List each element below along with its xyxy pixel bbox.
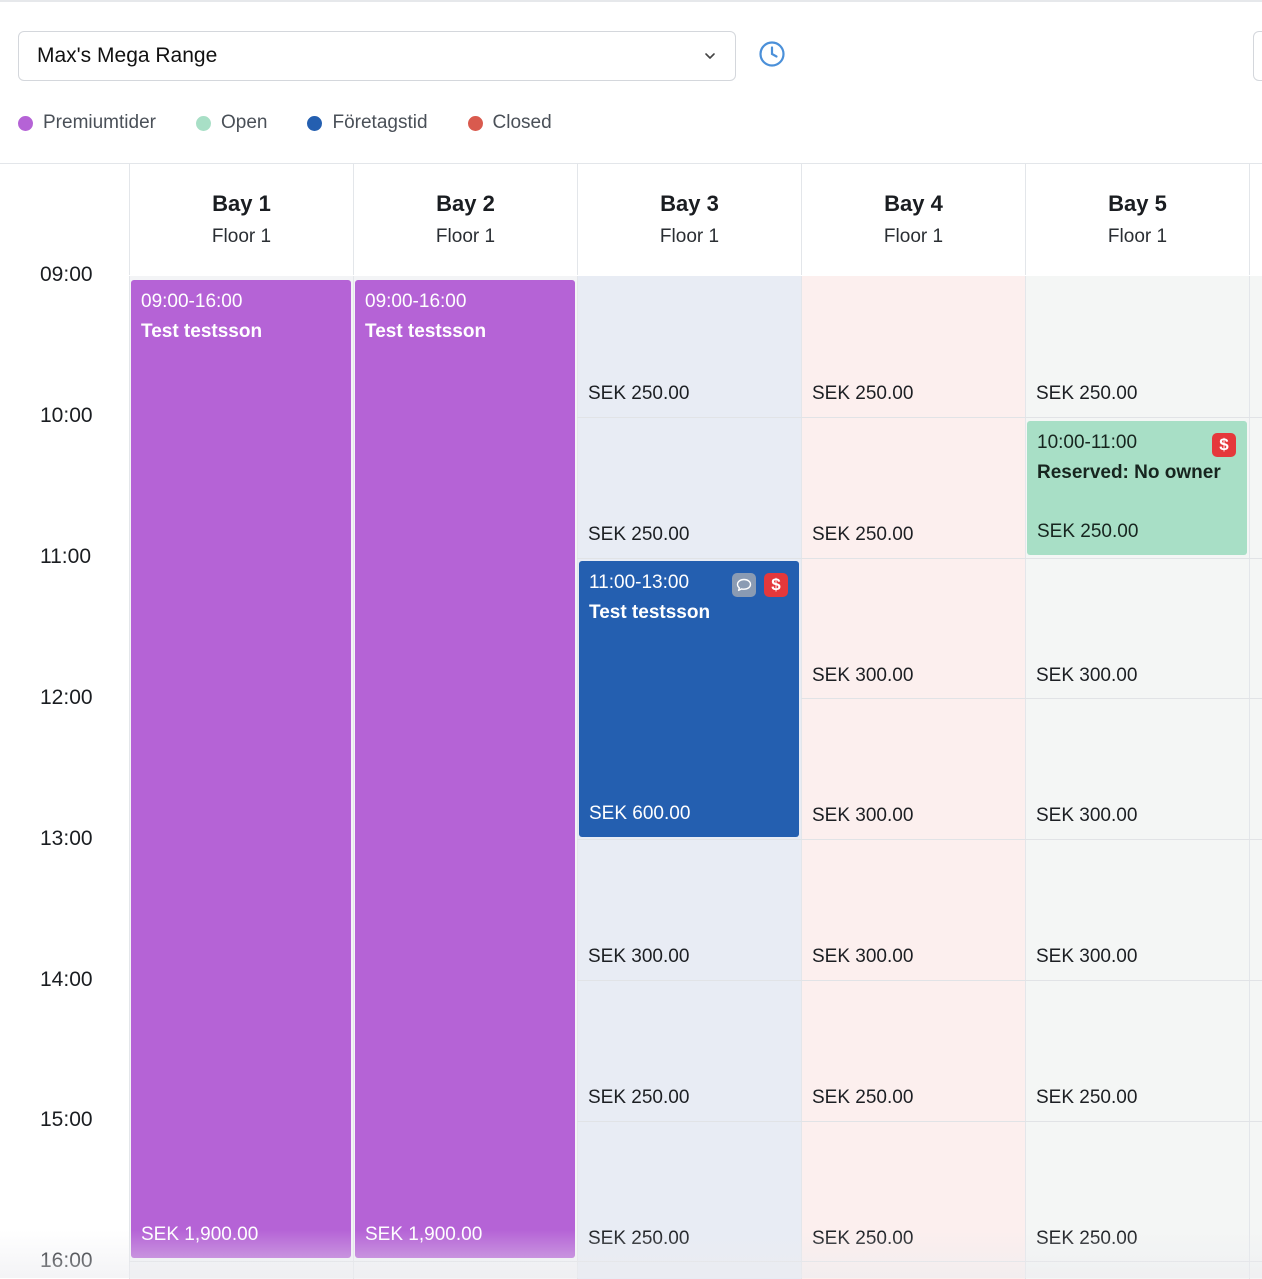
legend-item-closed: Closed — [467, 112, 552, 134]
bay-floor: Floor 1 — [883, 226, 944, 247]
calendar-grid: Bay 1 Floor 1 Bay 2 Floor 1 Bay 3 Floor … — [0, 163, 1262, 1279]
time-label: 14:00 — [40, 968, 93, 991]
slot-price: SEK 300.00 — [812, 665, 914, 686]
time-label: 13:00 — [40, 827, 93, 850]
slot-price: SEK 300.00 — [812, 805, 914, 826]
top-divider — [0, 0, 1262, 2]
bay-name: Bay 1 — [212, 191, 271, 216]
bay-lane-6[interactable] — [1249, 276, 1262, 1279]
booking-bay-1[interactable]: 09:00-16:00 Test testsson SEK 1,900.00 — [131, 280, 351, 1258]
booking-time: 09:00-16:00 — [365, 291, 467, 312]
legend-label: Företagstid — [332, 112, 428, 133]
bay-header-3: Bay 3 Floor 1 — [577, 164, 801, 275]
hour-line — [577, 980, 1262, 981]
legend-dot-closed — [467, 115, 483, 131]
slot-price: SEK 250.00 — [1036, 383, 1138, 404]
booking-bay-3[interactable]: 11:00-13:00 Test testsson SEK 600.00 $ — [579, 561, 799, 837]
time-label: 15:00 — [40, 1108, 93, 1131]
bay-header-2: Bay 2 Floor 1 — [353, 164, 577, 275]
booking-time: 11:00-13:00 — [589, 572, 690, 593]
booking-price: SEK 250.00 — [1037, 521, 1139, 542]
legend-dot-company — [307, 115, 323, 131]
legend-dot-premium — [18, 115, 33, 131]
legend-dot-open — [195, 115, 211, 131]
booking-time: 10:00-11:00 — [1037, 432, 1138, 453]
time-label: 11:00 — [40, 545, 91, 568]
booking-price: SEK 1,900.00 — [365, 1224, 483, 1245]
hour-line — [577, 1121, 1262, 1122]
bay-floor: Floor 1 — [435, 226, 496, 247]
bay-name: Bay 5 — [1108, 191, 1167, 216]
slot-price: SEK 300.00 — [1036, 805, 1138, 826]
legend-item-company: Företagstid — [307, 112, 428, 134]
time-label: 16:00 — [40, 1249, 93, 1272]
hour-line — [577, 558, 1262, 559]
booking-name: Test testsson — [589, 602, 711, 623]
legend: Premiumtider Open Företagstid Closed — [18, 110, 592, 136]
legend-label: Open — [220, 112, 268, 133]
booking-bay-2[interactable]: 09:00-16:00 Test testsson SEK 1,900.00 — [355, 280, 575, 1258]
payment-icon[interactable]: $ — [1212, 433, 1236, 457]
bay-name: Bay 3 — [660, 191, 719, 216]
bay-floor: Floor 1 — [1107, 226, 1168, 247]
venue-select-value: Max's Mega Range — [37, 44, 218, 67]
slot-price: SEK 250.00 — [812, 1087, 914, 1108]
legend-item-open: Open — [195, 112, 268, 134]
slot-price: SEK 300.00 — [1036, 946, 1138, 967]
legend-label: Premiumtider — [43, 112, 156, 133]
bay-header-6 — [1249, 164, 1262, 275]
slot-price: SEK 300.00 — [812, 946, 914, 967]
hour-line — [801, 698, 1262, 699]
slot-price: SEK 250.00 — [812, 524, 914, 545]
time-label: 10:00 — [40, 404, 93, 427]
slot-price: SEK 250.00 — [812, 1228, 914, 1249]
legend-label: Closed — [492, 112, 552, 133]
time-label: 09:00 — [40, 263, 93, 286]
slot-price: SEK 250.00 — [588, 524, 690, 545]
slot-price: SEK 250.00 — [812, 383, 914, 404]
booking-price: SEK 600.00 — [589, 803, 691, 824]
slot-price: SEK 250.00 — [588, 1228, 690, 1249]
bay-header-5: Bay 5 Floor 1 — [1025, 164, 1249, 275]
venue-select[interactable]: Max's Mega Range — [18, 31, 736, 81]
booking-bay-5[interactable]: 10:00-11:00 Reserved: No owner SEK 250.0… — [1027, 421, 1247, 555]
legend-item-premium: Premiumtider — [18, 112, 156, 134]
bay-header-1: Bay 1 Floor 1 — [129, 164, 353, 275]
booking-name: Test testsson — [365, 321, 487, 342]
time-label: 12:00 — [40, 686, 93, 709]
bay-name: Bay 4 — [884, 191, 943, 216]
slot-price: SEK 300.00 — [588, 946, 690, 967]
hour-line — [577, 417, 1262, 418]
clock-icon[interactable] — [757, 39, 787, 69]
slot-price: SEK 250.00 — [588, 1087, 690, 1108]
payment-icon[interactable]: $ — [764, 573, 788, 597]
hour-line — [577, 839, 1262, 840]
hour-line — [129, 1261, 1262, 1262]
bay-name: Bay 2 — [436, 191, 495, 216]
booking-name: Test testsson — [141, 321, 263, 342]
bay-floor: Floor 1 — [211, 226, 272, 247]
bay-header-4: Bay 4 Floor 1 — [801, 164, 1025, 275]
date-picker-button[interactable] — [1253, 31, 1262, 81]
bay-floor: Floor 1 — [659, 226, 720, 247]
slot-price: SEK 250.00 — [588, 383, 690, 404]
chevron-down-icon — [705, 53, 715, 59]
booking-price: SEK 1,900.00 — [141, 1224, 259, 1245]
comment-icon[interactable] — [732, 573, 756, 597]
booking-time: 09:00-16:00 — [141, 291, 243, 312]
slot-price: SEK 250.00 — [1036, 1087, 1138, 1108]
slot-price: SEK 250.00 — [1036, 1228, 1138, 1249]
booking-name: Reserved: No owner — [1037, 462, 1221, 483]
bay-lane-4[interactable] — [801, 276, 1025, 1279]
slot-price: SEK 300.00 — [1036, 665, 1138, 686]
